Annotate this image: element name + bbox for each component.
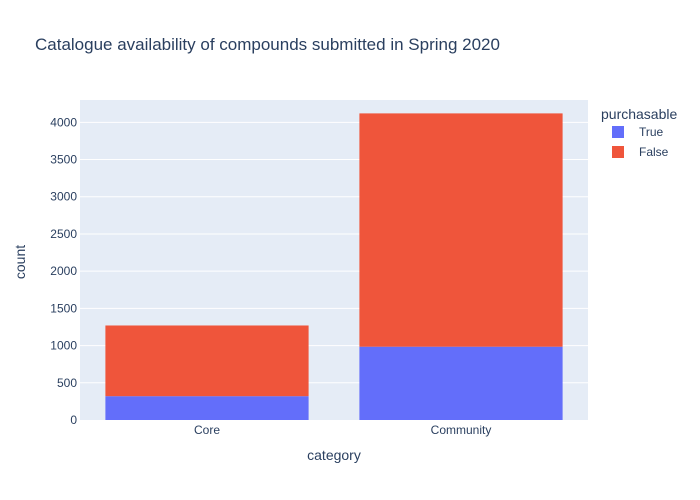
legend-label-true: True <box>639 125 664 139</box>
y-tick-label-2: 1000 <box>50 339 77 353</box>
bar-core-false <box>105 325 309 397</box>
y-tick-label-4: 2000 <box>50 264 77 278</box>
y-tick-label-5: 2500 <box>50 227 77 241</box>
x-tick-label-1: Community <box>431 423 492 437</box>
y-axis-title: count <box>12 245 28 279</box>
x-axis-ticks: Core Community <box>194 423 491 437</box>
y-tick-label-8: 4000 <box>50 115 77 129</box>
bar-core-true <box>105 396 309 420</box>
legend-label-false: False <box>639 145 669 159</box>
y-tick-label-7: 3500 <box>50 153 77 167</box>
bars <box>105 113 563 420</box>
bar-community-true <box>359 346 563 420</box>
legend-title: purchasable <box>601 106 677 122</box>
y-tick-label-3: 1500 <box>50 301 77 315</box>
chart-title: Catalogue availability of compounds subm… <box>35 35 500 54</box>
x-tick-label-0: Core <box>194 423 220 437</box>
bar-community-false <box>359 113 563 347</box>
legend-swatch-true <box>612 126 624 138</box>
y-axis-ticks: 0 500 1000 1500 2000 2500 3000 3500 4000 <box>50 115 77 427</box>
x-axis-title: category <box>307 447 361 463</box>
legend-swatch-false <box>612 146 624 158</box>
y-tick-label-1: 500 <box>57 376 77 390</box>
y-tick-label-0: 0 <box>70 413 77 427</box>
y-tick-label-6: 3000 <box>50 190 77 204</box>
legend: purchasable True False <box>601 106 677 159</box>
